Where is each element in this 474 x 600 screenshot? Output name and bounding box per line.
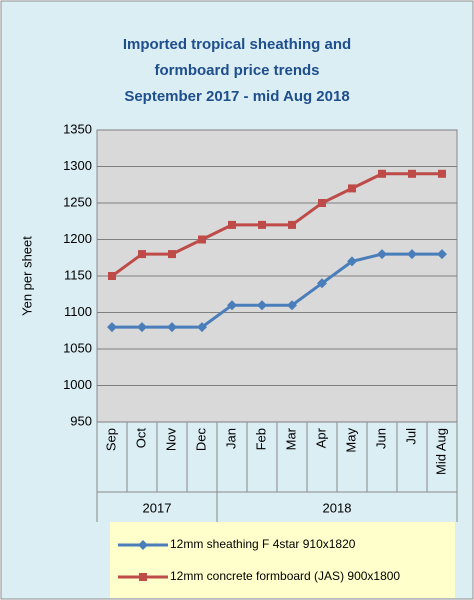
- marker: [138, 540, 148, 550]
- x-tick-label: Oct: [133, 428, 148, 449]
- marker: [227, 300, 237, 311]
- y-tick-label: 1300: [63, 158, 92, 173]
- marker: [108, 272, 116, 280]
- x-tick-label: Dec: [193, 428, 208, 452]
- y-tick-label: 1200: [63, 231, 92, 246]
- marker: [378, 169, 386, 178]
- y-tick-label: 1250: [63, 194, 92, 209]
- marker: [107, 322, 117, 333]
- marker: [258, 220, 266, 229]
- marker: [167, 322, 177, 333]
- marker: [228, 220, 236, 229]
- marker: [287, 300, 297, 311]
- x-tick-label: Sep: [103, 428, 118, 451]
- marker: [377, 249, 387, 260]
- y-axis-label: Yen per sheet: [19, 236, 34, 316]
- marker: [347, 256, 357, 267]
- marker: [198, 235, 206, 244]
- group-label: 2018: [323, 500, 352, 515]
- marker: [197, 322, 207, 333]
- group-label: 2017: [143, 500, 172, 515]
- chart-title: September 2017 - mid Aug 2018: [124, 88, 349, 105]
- marker: [437, 249, 447, 260]
- marker: [137, 322, 147, 333]
- y-tick-label: 950: [70, 413, 92, 428]
- x-tick-label: Mid Aug: [433, 428, 448, 475]
- marker: [168, 250, 176, 259]
- series-line: [111, 172, 442, 278]
- chart-title: formboard price trends: [154, 62, 319, 79]
- x-tick-label: Nov: [163, 428, 178, 452]
- x-tick-label: May: [343, 428, 358, 453]
- legend-label: 12mm sheathing F 4star 910x1820: [170, 537, 356, 551]
- legend-box: [110, 522, 455, 598]
- marker: [139, 573, 147, 581]
- marker: [407, 249, 417, 260]
- x-tick-label: Apr: [313, 427, 328, 448]
- marker: [257, 300, 267, 311]
- y-tick-label: 1000: [63, 377, 92, 392]
- y-tick-label: 1050: [63, 340, 92, 355]
- marker: [317, 278, 327, 289]
- legend-label: 12mm concrete formboard (JAS) 900x1800: [170, 569, 400, 583]
- y-tick-label: 1100: [64, 304, 92, 319]
- x-tick-label: Jul: [403, 428, 418, 445]
- marker: [138, 250, 146, 259]
- x-tick-label: Feb: [253, 428, 268, 450]
- marker: [318, 199, 326, 207]
- marker: [288, 220, 296, 229]
- y-tick-label: 1150: [64, 267, 92, 282]
- marker: [348, 184, 356, 193]
- x-tick-label: Jun: [373, 428, 388, 449]
- marker: [408, 169, 416, 178]
- chart-title: Imported tropical sheathing and: [123, 36, 351, 53]
- marker: [438, 169, 446, 178]
- x-tick-label: Mar: [283, 427, 298, 450]
- y-tick-label: 1350: [63, 121, 92, 136]
- x-tick-label: Jan: [223, 428, 238, 449]
